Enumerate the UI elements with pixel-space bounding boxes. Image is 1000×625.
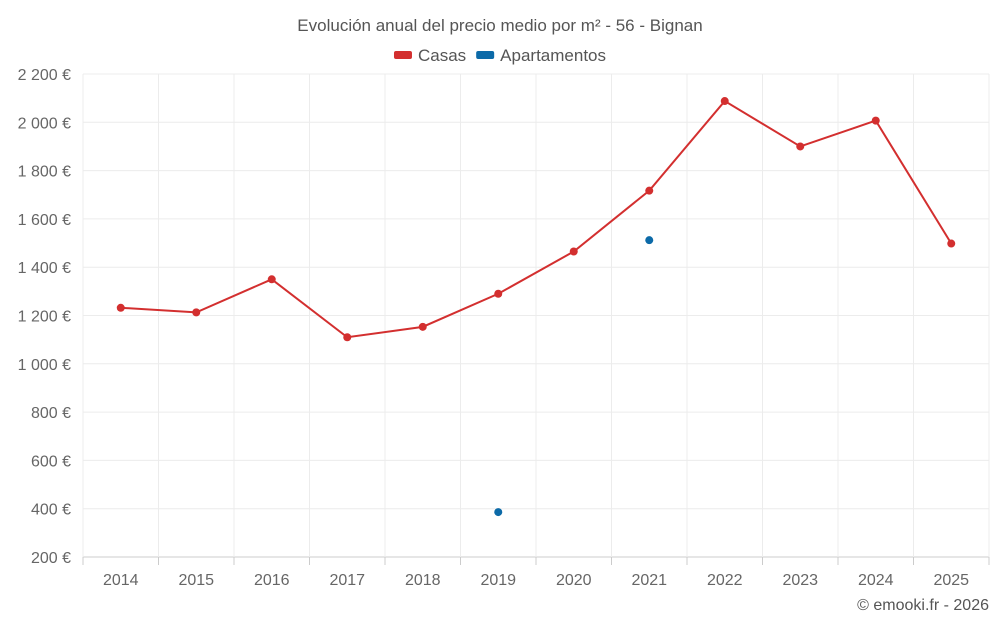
data-point [116, 303, 125, 312]
y-tick-label: 800 € [31, 405, 71, 422]
data-point [343, 333, 352, 342]
y-tick-label: 200 € [31, 550, 71, 567]
x-tick-label: 2016 [254, 572, 290, 589]
grid [82, 73, 990, 565]
x-tick-label: 2021 [631, 572, 667, 589]
legend-item-casas[interactable]: Casas [393, 46, 466, 65]
data-point [494, 508, 503, 517]
series-layer [116, 97, 956, 517]
legend-swatch [476, 51, 495, 59]
data-point [494, 289, 503, 298]
data-point [871, 116, 880, 125]
y-tick-label: 2 000 € [18, 115, 71, 132]
data-point [569, 247, 578, 256]
series-apartamentos [494, 236, 654, 517]
y-tick-label: 600 € [31, 453, 71, 470]
y-tick-label: 400 € [31, 502, 71, 519]
x-tick-label: 2014 [103, 572, 139, 589]
data-point [645, 236, 654, 245]
legend: Casas Apartamentos [393, 46, 606, 65]
x-tick-label: 2024 [858, 572, 894, 589]
y-tick-label: 1 800 € [18, 164, 71, 181]
credit-text: © emooki.fr - 2026 [857, 597, 989, 614]
x-tick-label: 2025 [933, 572, 969, 589]
x-tick-label: 2018 [405, 572, 441, 589]
legend-label: Apartamentos [500, 46, 606, 65]
x-tick-label: 2019 [480, 572, 516, 589]
data-point [418, 322, 427, 331]
data-point [796, 142, 805, 151]
chart-title: Evolución anual del precio medio por m² … [297, 16, 702, 35]
y-tick-label: 1 200 € [18, 309, 71, 326]
x-axis-ticks: 2014 2015 2016 2017 2018 2019 2020 2021 2022 2023… [103, 572, 969, 589]
y-tick-label: 1 600 € [18, 212, 71, 229]
legend-item-apartamentos[interactable]: Apartamentos [476, 46, 606, 65]
data-point [720, 97, 729, 106]
x-tick-label: 2017 [329, 572, 365, 589]
series-line [120, 99, 953, 339]
y-axis-ticks: 200 € 400 € 600 € 800 € 1 000 € 1 200 € 1 400 … [18, 67, 71, 567]
x-tick-label: 2015 [178, 572, 214, 589]
data-point [947, 239, 956, 248]
legend-swatch [393, 51, 412, 59]
x-tick-label: 2020 [556, 572, 592, 589]
series-casas [116, 97, 956, 342]
y-tick-label: 1 000 € [18, 357, 71, 374]
data-point [267, 275, 276, 284]
legend-label: Casas [418, 46, 466, 65]
data-point [645, 186, 654, 195]
x-tick-label: 2022 [707, 572, 743, 589]
y-tick-label: 2 200 € [18, 67, 71, 84]
data-point [192, 308, 201, 317]
y-tick-label: 1 400 € [18, 260, 71, 277]
x-tick-label: 2023 [782, 572, 818, 589]
